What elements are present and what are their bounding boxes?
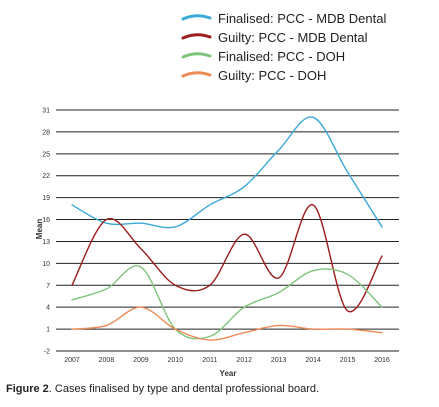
x-tick-label: 2016 xyxy=(374,357,390,364)
x-tick-label: 2012 xyxy=(236,357,252,364)
x-tick-label: 2014 xyxy=(305,357,321,364)
series-line-4 xyxy=(71,306,383,341)
y-tick-label: -2 xyxy=(44,349,50,356)
y-tick-label: 16 xyxy=(42,217,50,224)
y-tick-label: 7 xyxy=(46,283,50,290)
x-tick-label: 2015 xyxy=(340,357,356,364)
legend-label: Guilty: PCC - MDB Dental xyxy=(218,30,368,45)
x-axis-ticks: 2007 2008 2009 2010 2011 2012 2013 2014 2015 2016 xyxy=(64,357,390,364)
x-tick-label: 2009 xyxy=(133,357,149,364)
y-tick-label: 13 xyxy=(42,239,50,246)
series-line-3 xyxy=(71,265,383,340)
y-tick-label: 31 xyxy=(42,108,50,115)
legend-swatch xyxy=(181,14,212,21)
legend-swatch xyxy=(181,71,212,78)
x-tick-label: 2013 xyxy=(271,357,287,364)
y-tick-label: 19 xyxy=(42,195,50,202)
gridlines xyxy=(56,109,399,352)
figure-caption-label: Figure 2 xyxy=(6,383,49,395)
legend-label: Guilty: PCC - DOH xyxy=(218,68,326,83)
x-tick-label: 2010 xyxy=(168,357,184,364)
figure-caption: Figure 2. Cases finalised by type and de… xyxy=(6,383,319,395)
x-tick-label: 2007 xyxy=(64,357,80,364)
y-tick-label: 25 xyxy=(42,151,50,158)
x-tick-label: 2011 xyxy=(202,357,217,364)
legend-swatch xyxy=(181,33,212,40)
x-tick-label: 2008 xyxy=(99,357,115,364)
series-line-1 xyxy=(71,116,383,229)
y-axis-ticks: -2 1 4 7 10 13 16 19 22 25 28 31 xyxy=(42,108,50,356)
y-tick-label: 10 xyxy=(42,261,50,268)
legend-label: Finalised: PCC - MDB Dental xyxy=(218,11,386,26)
series-lines xyxy=(71,116,383,341)
y-tick-label: 28 xyxy=(42,129,50,136)
legend-label: Finalised: PCC - DOH xyxy=(218,49,345,64)
y-tick-label: 22 xyxy=(42,173,50,180)
x-axis-title: Year xyxy=(220,369,237,378)
series-line-2 xyxy=(71,204,383,313)
y-tick-label: 1 xyxy=(46,327,50,334)
figure-caption-text: . Cases finalised by type and dental pro… xyxy=(48,383,320,395)
y-axis-title: Mean xyxy=(35,219,44,240)
legend: Finalised: PCC - MDB Dental Guilty: PCC -… xyxy=(181,11,386,83)
y-tick-label: 4 xyxy=(46,305,50,312)
legend-swatch xyxy=(181,52,212,59)
